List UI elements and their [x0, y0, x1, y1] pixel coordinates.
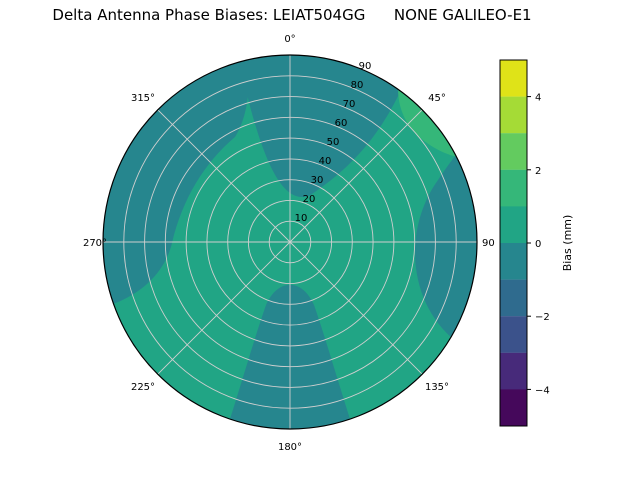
colorbar-tick-label: 0 — [535, 239, 541, 250]
radial-tick-label: 60 — [335, 118, 348, 129]
radial-tick-label: 30 — [311, 175, 324, 186]
colorbar-tick-label: −4 — [535, 385, 550, 396]
colorbar-band — [500, 243, 527, 280]
angular-tick-label-90: 90 — [482, 238, 495, 249]
radial-tick-label: 70 — [343, 99, 356, 110]
polar-spoke — [289, 241, 423, 375]
colorbar-band — [500, 96, 527, 134]
radial-tick-label: 90 — [359, 61, 372, 72]
angular-tick-label-180: 180° — [278, 442, 302, 453]
colorbar-band — [500, 169, 527, 207]
radial-tick-label: 40 — [319, 156, 332, 167]
radial-tick-labels: 10 20 30 40 50 60 70 80 90 — [295, 61, 372, 224]
colorbar-band — [500, 133, 527, 170]
colorbar-band — [500, 389, 527, 426]
colorbar-axis-label: Bias (mm) — [561, 215, 574, 272]
contour-field — [103, 55, 477, 429]
colorbar-band — [500, 279, 527, 317]
angular-tick-label-45: 45° — [428, 93, 446, 104]
polar-spoke — [157, 109, 291, 243]
angular-tick-label-270: 270° — [83, 238, 107, 249]
radial-tick-label: 10 — [295, 213, 308, 224]
polar-axis-boundary — [102, 54, 478, 430]
chart-title: Delta Antenna Phase Biases: LEIAT504GG N… — [52, 6, 532, 24]
colorbar-tick-label: 2 — [535, 166, 541, 177]
colorbar-tick-label: −2 — [535, 312, 550, 323]
polar-grid — [103, 55, 477, 429]
colorbar-band — [500, 60, 527, 97]
angular-tick-labels: 0° 45° 90 135° 180° 225° 270° 315° — [83, 34, 495, 453]
angular-tick-label-315: 315° — [131, 93, 155, 104]
radial-tick-label: 50 — [327, 137, 340, 148]
angular-tick-label-135: 135° — [425, 382, 449, 393]
colorbar-tick-labels: 4 2 0 −2 −4 — [535, 93, 550, 397]
colorbar: 4 2 0 −2 −4 Bias (mm) — [499, 59, 574, 427]
colorbar-band — [500, 352, 527, 390]
angular-tick-label-0: 0° — [284, 34, 295, 45]
radial-tick-label: 80 — [351, 80, 364, 91]
colorbar-band — [500, 206, 527, 244]
colorbar-band — [500, 316, 527, 353]
polar-spoke — [157, 241, 291, 375]
polar-spoke — [289, 109, 423, 243]
contour-band-dark-top — [231, 55, 408, 197]
radial-tick-label: 20 — [303, 194, 316, 205]
colorbar-ticks — [527, 96, 531, 390]
colorbar-tick-label: 4 — [535, 93, 541, 104]
angular-tick-label-225: 225° — [131, 382, 155, 393]
